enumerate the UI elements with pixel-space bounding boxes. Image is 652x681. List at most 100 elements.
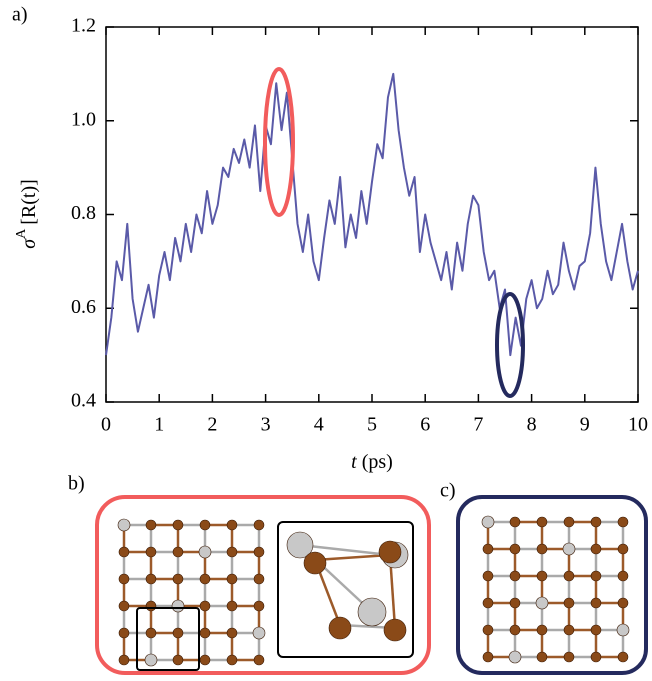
y-label-superscript: A [14,228,29,239]
atom [252,626,266,640]
atom [509,624,521,636]
x-axis-label: t (ps) [351,451,393,473]
atom [253,573,265,585]
atom [253,519,265,531]
atom [118,573,130,585]
atom [117,518,131,532]
atom [226,654,238,666]
atom [563,570,575,582]
x-tick-label: 0 [101,414,111,436]
atom [118,627,130,639]
atom [172,519,184,531]
atom [226,573,238,585]
panel-label: b) [68,473,85,495]
atom [536,570,548,582]
atom [253,600,265,612]
atom [253,654,265,666]
atom [536,516,548,528]
atom [144,653,158,667]
x-tick-label: 8 [527,414,537,436]
highlight-ellipse [495,292,525,398]
x-tick-label: 3 [261,414,271,436]
atom [145,519,157,531]
x-label-symbol: t [351,451,357,473]
atom [617,651,629,663]
atom [563,516,575,528]
structure-panel [456,495,648,675]
panel-label: c) [440,480,456,502]
panel-label: a) [12,4,28,26]
atom [482,597,494,609]
atom [563,624,575,636]
atom [145,546,157,558]
atom [509,543,521,555]
atom [536,624,548,636]
atom [199,519,211,531]
highlight-ellipse [263,67,295,217]
atom [145,627,157,639]
atom [616,623,630,637]
atom [509,516,521,528]
atom [145,600,157,612]
atom [357,597,387,627]
atom [172,573,184,585]
x-tick-label: 2 [207,414,217,436]
atom [328,616,352,640]
atom [590,651,602,663]
atom [172,654,184,666]
atom [590,543,602,555]
y-label-symbol: σ [18,238,40,249]
atom [482,624,494,636]
atom [481,515,495,529]
x-tick-label: 5 [367,414,377,436]
atom [286,531,314,559]
plot: 0 1 2 3 4 5 6 7 8 9 10 0.4 0.6 0.8 1.0 1.2 [71,15,648,436]
atom [617,516,629,528]
atom [617,597,629,609]
atom [536,543,548,555]
atom [508,650,522,664]
atom [172,546,184,558]
data-line [105,72,639,357]
atom [199,654,211,666]
atom [303,551,327,575]
x-tick-label: 6 [420,414,430,436]
atom [590,624,602,636]
atom [482,651,494,663]
atom [509,570,521,582]
atom [563,597,575,609]
x-tick-label: 9 [580,414,590,436]
atom [590,516,602,528]
atom [171,599,185,613]
atom [590,597,602,609]
atom [226,600,238,612]
atom [563,651,575,663]
y-tick-label: 0.4 [71,390,96,412]
atom [145,573,157,585]
atom [509,597,521,609]
atom [482,543,494,555]
atom [199,627,211,639]
structure-panel [95,495,431,675]
atom [383,618,407,642]
bond [299,543,391,557]
zoom-box [277,521,414,658]
atom [199,600,211,612]
y-label-argument: [R(t)] [18,179,40,225]
y-tick-label: 0.8 [71,202,96,224]
atom [118,654,130,666]
x-tick-label: 4 [314,414,324,436]
x-label-unit: (ps) [362,451,393,473]
y-tick-label: 1.0 [71,108,96,130]
atom [118,600,130,612]
atom [253,546,265,558]
atom [482,570,494,582]
y-tick-label: 0.6 [71,296,96,318]
zoom-box [136,607,200,671]
x-tick-label: 7 [473,414,483,436]
atom [118,546,130,558]
y-tick-label: 1.2 [71,15,96,37]
atom [562,542,576,556]
x-tick-label: 1 [154,414,164,436]
